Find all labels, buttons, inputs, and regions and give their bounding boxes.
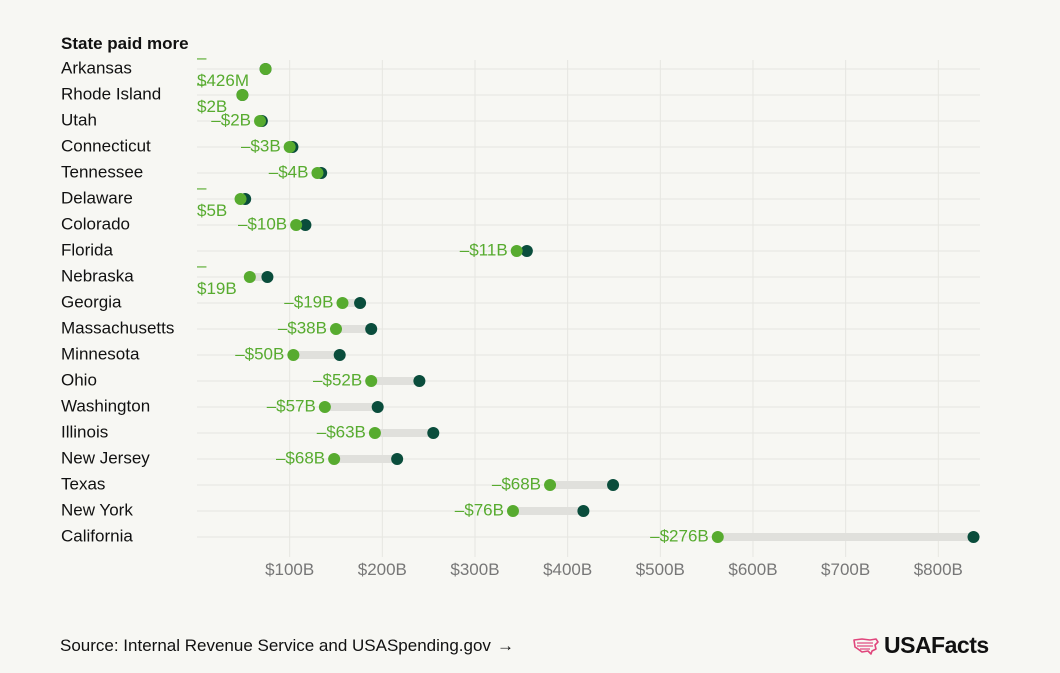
state-label: Nebraska [61,266,134,285]
value-label: $5B [197,201,227,220]
source-link[interactable]: Source: Internal Revenue Service and USA… [60,636,514,656]
light-dot [243,271,256,283]
state-label: Texas [61,474,105,493]
value-label-dash: – [197,74,207,93]
state-label: Connecticut [61,136,151,155]
value-label: –$11B [460,240,508,259]
state-label: California [61,526,133,545]
state-label: Ohio [61,370,97,389]
state-label: Illinois [61,422,108,441]
x-tick-label: $700B [821,560,870,579]
value-label-dash: – [197,178,207,197]
dark-dot [577,505,590,517]
x-tick-label: $500B [636,560,685,579]
value-label: –$52B [313,370,362,389]
dark-dot [354,297,367,309]
usafacts-logo: USAFacts [852,632,989,659]
state-label: Minnesota [61,344,140,363]
state-label: New Jersey [61,448,150,467]
value-label-dash: – [197,48,207,67]
value-label: –$19B [284,292,333,311]
light-dot [254,115,267,127]
x-tick-label: $600B [728,560,777,579]
dark-dot [607,479,620,491]
x-tick-label: $200B [358,560,407,579]
light-dot [506,505,519,517]
light-dot [336,297,349,309]
light-dot [365,375,378,387]
light-dot [510,245,523,257]
dark-dot [261,271,274,283]
dumbbell-chart: State paid more Arkansas – $426M Rhode Islan… [61,34,980,579]
value-label: –$3B [241,136,281,155]
dark-dot [299,219,312,231]
column-header: State paid more [61,34,189,53]
dark-dot [333,349,346,361]
value-label: –$10B [238,214,287,233]
state-label: Washington [61,396,150,415]
value-label: –$76B [455,500,504,519]
state-label: Colorado [61,214,130,233]
state-label: Georgia [61,292,122,311]
light-dot [368,427,381,439]
value-label: –$68B [276,448,325,467]
light-dot [711,531,724,543]
state-label: Delaware [61,188,133,207]
dark-dot [365,323,378,335]
light-dot [311,167,324,179]
light-dot [287,349,300,361]
value-label: –$38B [278,318,327,337]
logo-text: USAFacts [884,632,989,658]
state-label: Rhode Island [61,84,161,103]
value-label: –$50B [235,344,284,363]
value-label: –$2B [211,110,251,129]
value-label: –$276B [650,526,709,545]
light-dot [283,141,296,153]
value-label: –$57B [267,396,316,415]
arrow-right-icon: → [496,636,514,655]
value-label: $2B [197,97,227,116]
state-label: Massachusetts [61,318,174,337]
state-label: New York [61,500,133,519]
state-label: Utah [61,110,97,129]
source-text: Source: Internal Revenue Service and USA… [60,636,491,655]
value-label-dash: – [197,256,207,275]
state-label: Arkansas [61,58,132,77]
value-label: –$68B [492,474,541,493]
state-label: Tennessee [61,162,143,181]
light-dot [328,453,341,465]
light-dot [259,63,272,75]
state-label: Florida [61,240,114,259]
light-dot [318,401,331,413]
dark-dot [371,401,384,413]
value-label: –$4B [269,162,309,181]
light-dot [236,89,249,101]
dark-dot [520,245,533,257]
dark-dot [391,453,404,465]
value-label: $426M [197,71,249,90]
value-label: $19B [197,279,237,298]
light-dot [544,479,557,491]
x-tick-label: $400B [543,560,592,579]
light-dot [234,193,247,205]
value-label: –$63B [317,422,366,441]
dark-dot [967,531,980,543]
dark-dot [413,375,426,387]
x-tick-label: $100B [265,560,314,579]
light-dot [290,219,303,231]
x-tick-label: $800B [914,560,963,579]
x-tick-label: $300B [450,560,499,579]
dark-dot [427,427,440,439]
us-map-icon [853,637,879,655]
light-dot [329,323,342,335]
